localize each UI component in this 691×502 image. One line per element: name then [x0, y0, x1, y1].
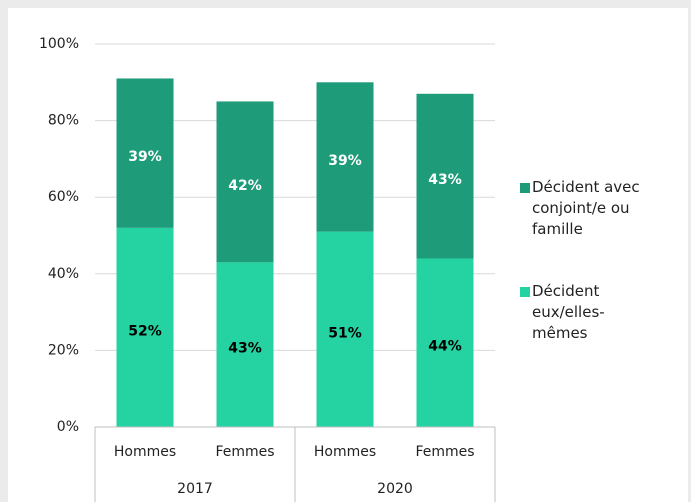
y-tick-label: 40% [48, 266, 79, 282]
group-label: 2017 [177, 481, 213, 497]
y-tick-label: 80% [48, 113, 79, 129]
y-tick-label: 60% [48, 189, 79, 205]
bar-segment [216, 262, 274, 427]
data-label: 39% [328, 153, 362, 169]
x-tick-label: Hommes [314, 444, 376, 460]
y-tick-label: 100% [39, 36, 79, 52]
bar-segment [416, 93, 474, 259]
legend-swatch [520, 287, 530, 297]
x-tick-label: Hommes [114, 444, 176, 460]
bar-segment [416, 258, 474, 427]
bar-segment [316, 82, 374, 232]
bar-segment [116, 78, 174, 228]
legend-label: Décident eux/elles-mêmes [532, 282, 605, 342]
group-label: 2020 [377, 481, 413, 497]
x-tick-label: Femmes [415, 444, 474, 460]
bar-segment [116, 227, 174, 427]
y-tick-label: 20% [48, 342, 79, 358]
bar-segment [216, 101, 274, 263]
data-label: 39% [128, 149, 162, 165]
legend-label: Décident avec conjoint/e ou famille [532, 178, 640, 238]
data-label: 44% [428, 339, 462, 355]
data-label: 43% [228, 341, 262, 357]
x-tick-label: Femmes [215, 444, 274, 460]
data-label: 43% [428, 172, 462, 188]
legend-swatch [520, 183, 530, 193]
data-label: 52% [128, 323, 162, 339]
y-tick-label: 0% [57, 419, 79, 435]
bar-segment [316, 231, 374, 427]
data-label: 42% [228, 178, 262, 194]
data-label: 51% [328, 325, 362, 341]
